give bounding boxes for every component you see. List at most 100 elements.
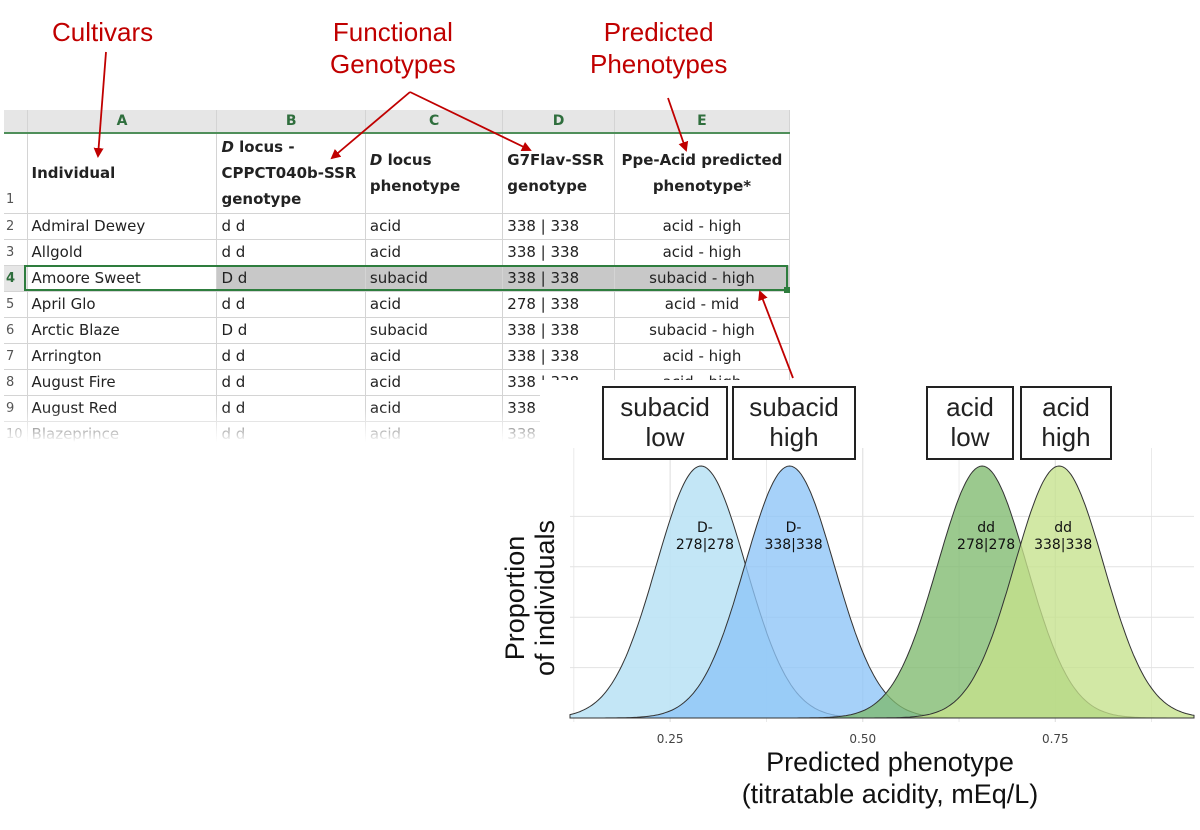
arrow-predicted: [667, 97, 689, 152]
header-c-em: D: [369, 151, 383, 170]
cell-g7flav-genotype[interactable]: 278 | 338: [502, 291, 615, 318]
phenotype-box-1: subacid high: [732, 386, 856, 460]
x-axis-label: Predicted phenotype (titratable acidity,…: [680, 746, 1100, 810]
phenotype-box-line1: subacid: [620, 392, 710, 422]
cell-individual[interactable]: Admiral Dewey: [27, 213, 218, 240]
curve-label-line1: dd: [977, 520, 996, 536]
cell-predicted-phenotype[interactable]: subacid - high: [614, 265, 790, 292]
cell-predicted-phenotype[interactable]: acid - high: [614, 343, 790, 370]
cell-d-locus-genotype[interactable]: d d: [216, 291, 366, 318]
phenotype-box-line2: low: [950, 422, 990, 452]
curve-label-1: D- 338|338: [754, 520, 834, 554]
spreadsheet: A B C D E 1 Individual D locus - CPPCT04…: [4, 110, 790, 442]
cell-individual[interactable]: August Fire: [27, 369, 218, 396]
cell-d-locus-genotype[interactable]: D d: [216, 317, 366, 344]
spreadsheet-grid: A B C D E 1 Individual D locus - CPPCT04…: [4, 110, 790, 442]
table-row[interactable]: 2 Admiral Dewey d d acid 338 | 338 acid - hig…: [4, 213, 790, 240]
curve-label-0: D- 278|278: [665, 520, 745, 554]
callout-cultivars: Cultivars: [52, 17, 154, 47]
cell-g7flav-genotype[interactable]: 338 | 338: [502, 317, 615, 344]
cell-d-locus-phenotype[interactable]: subacid: [365, 317, 504, 344]
phenotype-box-line2: low: [645, 422, 685, 452]
cell-individual[interactable]: Arrington: [27, 343, 218, 370]
column-header-d[interactable]: D: [502, 110, 615, 134]
cell-predicted-phenotype[interactable]: acid - mid: [614, 291, 790, 318]
curve-label-line1: D-: [785, 520, 802, 536]
x-axis-label-line1: Predicted phenotype: [766, 747, 1014, 777]
cell-d-locus-phenotype[interactable]: acid: [365, 291, 504, 318]
x-tick-label: 0.50: [849, 732, 877, 746]
cell-individual[interactable]: Arctic Blaze: [27, 317, 218, 344]
row-number[interactable]: 5: [4, 291, 28, 318]
cell-d-locus-phenotype[interactable]: acid: [365, 213, 504, 240]
cell-individual[interactable]: Amoore Sweet: [27, 265, 218, 292]
table-row[interactable]: 4 Amoore Sweet D d subacid 338 | 338 subacid …: [4, 265, 790, 292]
cell-g7flav-genotype[interactable]: 338 | 338: [502, 213, 615, 240]
row-number[interactable]: 3: [4, 239, 28, 266]
cell-d-locus-genotype[interactable]: d d: [216, 213, 366, 240]
sheet-corner[interactable]: [4, 110, 28, 134]
density-curve-3: [871, 465, 1195, 719]
table-row[interactable]: 5 April Glo d d acid 278 | 338 acid - mid: [4, 291, 790, 318]
cell-d-locus-phenotype[interactable]: acid: [365, 369, 504, 396]
table-row[interactable]: 3 Allgold d d acid 338 | 338 acid - high: [4, 239, 790, 266]
chart-curves: [569, 465, 1195, 719]
arrow-cultivars: [93, 51, 107, 158]
phenotype-box-line1: subacid: [749, 392, 839, 422]
header-individual[interactable]: Individual: [27, 133, 218, 214]
cell-g7flav-genotype[interactable]: 338 | 338: [502, 343, 615, 370]
x-tick-label: 0.75: [1041, 732, 1069, 746]
cell-d-locus-phenotype[interactable]: subacid: [365, 265, 504, 292]
table-row[interactable]: 6 Arctic Blaze D d subacid 338 | 338 subacid …: [4, 317, 790, 344]
y-axis-label-line1: Proportion: [500, 535, 530, 661]
header-d-em: D: [221, 138, 234, 157]
cell-g7flav-genotype[interactable]: 338 | 338: [502, 265, 615, 292]
row-number[interactable]: 7: [4, 343, 28, 370]
cell-g7flav-genotype[interactable]: 338 | 338: [502, 239, 615, 266]
callout-predicted-line2: Phenotypes: [590, 49, 728, 79]
cell-predicted-phenotype[interactable]: subacid - high: [614, 317, 790, 344]
fill-handle[interactable]: [784, 287, 790, 293]
column-header-b[interactable]: B: [216, 110, 366, 134]
cell-d-locus-genotype[interactable]: d d: [216, 369, 366, 396]
cell-d-locus-genotype[interactable]: d d: [216, 239, 366, 266]
row-number[interactable]: 4: [4, 265, 28, 292]
cell-d-locus-phenotype[interactable]: acid: [365, 239, 504, 266]
curve-label-line1: dd: [1054, 520, 1073, 536]
curve-label-line2: 338|338: [1034, 537, 1093, 553]
cell-predicted-phenotype[interactable]: acid - high: [614, 239, 790, 266]
curve-label-2: dd 278|278: [946, 520, 1026, 554]
header-d-locus-rest: locus - CPPCT040b-SSR genotype: [221, 138, 357, 209]
callout-functional-line2: Genotypes: [330, 49, 456, 79]
row-number[interactable]: 2: [4, 213, 28, 240]
table-row[interactable]: 7 Arrington d d acid 338 | 338 acid - high: [4, 343, 790, 370]
header-d-locus-genotype[interactable]: D locus - CPPCT040b-SSR genotype: [216, 133, 366, 214]
row-number[interactable]: 6: [4, 317, 28, 344]
x-tick-label: 0.25: [656, 732, 684, 746]
column-header-c[interactable]: C: [365, 110, 504, 134]
row-number[interactable]: 8: [4, 369, 28, 396]
row-number[interactable]: 1: [4, 133, 28, 214]
column-header-e[interactable]: E: [614, 110, 790, 134]
cell-individual[interactable]: April Glo: [27, 291, 218, 318]
curve-label-line1: D-: [697, 520, 713, 536]
callout-predicted-phenotypes: Predicted Phenotypes: [590, 16, 727, 80]
phenotype-box-2: acid low: [926, 386, 1014, 460]
cell-d-locus-genotype[interactable]: d d: [216, 343, 366, 370]
x-axis-label-line2: (titratable acidity, mEq/L): [741, 779, 1039, 809]
phenotype-box-line1: acid: [946, 392, 994, 422]
phenotype-box-line2: high: [1041, 422, 1091, 452]
header-predicted-phenotype[interactable]: Ppe-Acid predicted phenotype*: [614, 133, 790, 214]
callout-functional-genotypes: Functional Genotypes: [330, 16, 456, 80]
curve-label-line2: 338|338: [764, 537, 823, 553]
cell-d-locus-phenotype[interactable]: acid: [365, 343, 504, 370]
phenotype-box-line2: high: [769, 422, 819, 452]
cell-individual[interactable]: Allgold: [27, 239, 218, 266]
y-axis-label: Proportion of individuals: [500, 493, 560, 703]
column-header-a[interactable]: A: [27, 110, 218, 134]
y-axis-label-line2: of individuals: [530, 519, 560, 677]
phenotype-box-0: subacid low: [602, 386, 728, 460]
header-d-locus-phenotype[interactable]: D locus phenotype: [365, 133, 504, 214]
cell-predicted-phenotype[interactable]: acid - high: [614, 213, 790, 240]
